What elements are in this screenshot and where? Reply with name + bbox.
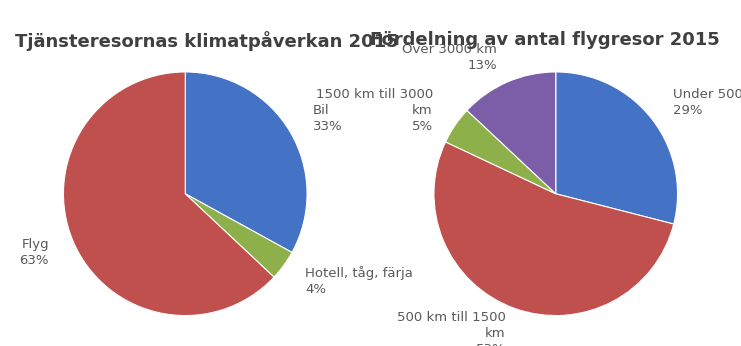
Text: Bil
33%: Bil 33% [313,103,343,133]
Wedge shape [556,72,677,224]
Text: Tjänsteresornas klimatpåverkan 2015: Tjänsteresornas klimatpåverkan 2015 [15,31,399,51]
Text: Hotell, tåg, färja
4%: Hotell, tåg, färja 4% [305,266,413,296]
Wedge shape [467,72,556,194]
Text: 1500 km till 3000
km
5%: 1500 km till 3000 km 5% [316,88,433,133]
Text: 500 km till 1500
km
53%: 500 km till 1500 km 53% [396,311,505,346]
Wedge shape [185,194,292,277]
Text: Flyg
63%: Flyg 63% [19,238,49,267]
Wedge shape [185,72,307,253]
Wedge shape [434,142,674,316]
Text: Över 3000 km
13%: Över 3000 km 13% [402,43,496,72]
Text: Under 500 km
29%: Under 500 km 29% [673,88,741,117]
Wedge shape [64,72,274,316]
Text: Fördelning av antal flygresor 2015: Fördelning av antal flygresor 2015 [370,31,720,49]
Wedge shape [445,110,556,194]
